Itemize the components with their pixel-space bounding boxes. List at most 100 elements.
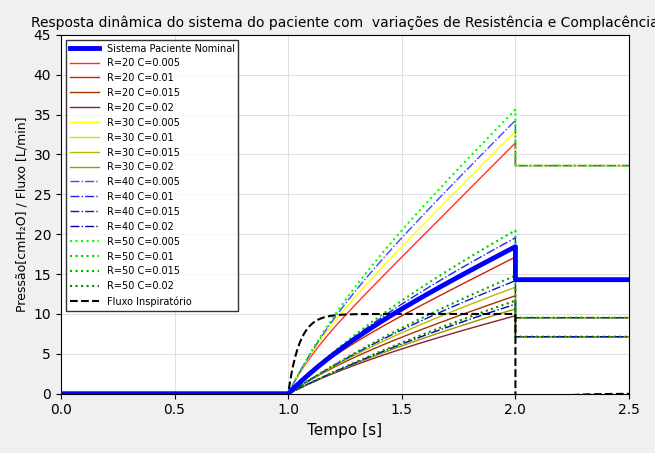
R=20 C=0.005 [512,140,519,145]
R=50 C=0.015 [625,315,633,320]
R=50 C=0.01 [625,277,633,282]
R=40 C=0.005 [57,391,65,396]
Line: Sistema Paciente Nominal: Sistema Paciente Nominal [61,247,629,394]
R=20 C=0.02 [612,334,620,339]
Line: R=30 C=0.005: R=30 C=0.005 [61,131,629,394]
Line: R=40 C=0.01: R=40 C=0.01 [61,238,629,394]
R=30 C=0.02 [379,350,387,355]
R=40 C=0.005 [103,391,111,396]
R=30 C=0.02 [612,334,620,339]
R=20 C=0.01 [57,391,65,396]
Fluxo Inspiratório [57,391,65,396]
R=50 C=0.01 [512,228,519,233]
Fluxo Inspiratório [394,311,402,317]
Title: Resposta dinâmica do sistema do paciente com  variações de Resistência e Complac: Resposta dinâmica do sistema do paciente… [31,15,655,29]
R=30 C=0.01 [612,277,620,282]
R=40 C=0.015 [612,315,620,320]
R=40 C=0.01 [379,313,387,319]
R=40 C=0.005 [612,163,620,169]
R=30 C=0.02 [625,334,633,339]
R=50 C=0.02 [529,334,536,339]
R=30 C=0.01 [612,277,620,282]
R=40 C=0.005 [379,255,387,261]
R=50 C=0.01 [379,311,387,316]
Line: R=20 C=0.005: R=20 C=0.005 [61,143,629,394]
R=50 C=0.02 [103,391,111,396]
R=20 C=0.02 [625,334,633,339]
R=20 C=0.01 [625,277,633,282]
X-axis label: Tempo [s]: Tempo [s] [307,423,383,438]
R=30 C=0.015 [529,315,536,320]
R=30 C=0.015 [57,391,65,396]
R=20 C=0.015 [625,315,633,320]
R=20 C=0.01 [103,391,111,396]
R=30 C=0.01 [512,244,519,250]
R=20 C=0.015 [392,337,400,342]
R=40 C=0.02 [529,334,536,339]
Fluxo Inspiratório [512,311,519,317]
R=30 C=0.01 [57,391,65,396]
Fluxo Inspiratório [174,391,181,396]
R=50 C=0.01 [103,391,111,396]
R=40 C=0.015 [103,391,111,396]
R=30 C=0.005 [612,163,620,169]
R=40 C=0.01 [612,277,620,282]
R=50 C=0.005 [612,163,620,169]
Line: R=20 C=0.02: R=20 C=0.02 [61,316,629,394]
R=50 C=0.005 [512,107,519,112]
R=30 C=0.005 [625,163,633,169]
Fluxo Inspiratório [549,394,557,400]
R=20 C=0.02 [103,391,111,396]
R=30 C=0.005 [612,163,620,169]
R=40 C=0.015 [529,315,536,320]
R=30 C=0.015 [379,338,387,344]
R=40 C=0.01 [625,277,633,282]
R=20 C=0.005 [57,391,65,396]
Fluxo Inspiratório [542,395,550,400]
R=20 C=0.005 [103,391,111,396]
R=40 C=0.01 [392,305,400,311]
R=20 C=0.005 [529,163,536,169]
Line: R=50 C=0.015: R=50 C=0.015 [61,276,629,394]
R=30 C=0.015 [612,315,620,320]
R=20 C=0.005 [612,163,620,169]
R=50 C=0.02 [612,334,620,339]
Line: R=30 C=0.02: R=30 C=0.02 [61,309,629,394]
R=40 C=0.02 [625,334,633,339]
R=40 C=0.015 [392,330,400,336]
R=40 C=0.015 [612,315,620,320]
R=50 C=0.005 [625,163,633,169]
R=20 C=0.02 [379,352,387,358]
R=40 C=0.02 [512,301,519,307]
Sistema Paciente Nominal [103,391,111,396]
Sistema Paciente Nominal [612,277,620,282]
R=40 C=0.005 [625,163,633,169]
Line: R=40 C=0.005: R=40 C=0.005 [61,120,629,394]
R=20 C=0.01 [392,317,400,322]
R=30 C=0.01 [103,391,111,396]
R=20 C=0.01 [612,277,620,282]
R=40 C=0.01 [612,277,620,282]
R=40 C=0.005 [612,163,620,169]
R=20 C=0.02 [529,334,536,339]
R=50 C=0.015 [57,391,65,396]
R=20 C=0.02 [57,391,65,396]
R=50 C=0.01 [612,277,620,282]
R=20 C=0.005 [379,273,387,278]
R=30 C=0.02 [57,391,65,396]
R=30 C=0.005 [57,391,65,396]
Line: R=40 C=0.02: R=40 C=0.02 [61,304,629,394]
R=30 C=0.005 [379,263,387,269]
R=30 C=0.02 [529,334,536,339]
Line: R=50 C=0.01: R=50 C=0.01 [61,231,629,394]
R=40 C=0.02 [612,334,620,339]
R=30 C=0.005 [529,163,536,169]
Line: R=30 C=0.015: R=30 C=0.015 [61,287,629,394]
Sistema Paciente Nominal [529,277,536,282]
R=40 C=0.02 [612,334,620,339]
Fluxo Inspiratório [506,311,514,317]
Legend: Sistema Paciente Nominal, R=20 C=0.005, R=20 C=0.01, R=20 C=0.015, R=20 C=0.02, : Sistema Paciente Nominal, R=20 C=0.005, … [66,40,238,311]
R=30 C=0.02 [512,306,519,312]
Line: R=20 C=0.015: R=20 C=0.015 [61,296,629,394]
R=30 C=0.015 [392,333,400,338]
